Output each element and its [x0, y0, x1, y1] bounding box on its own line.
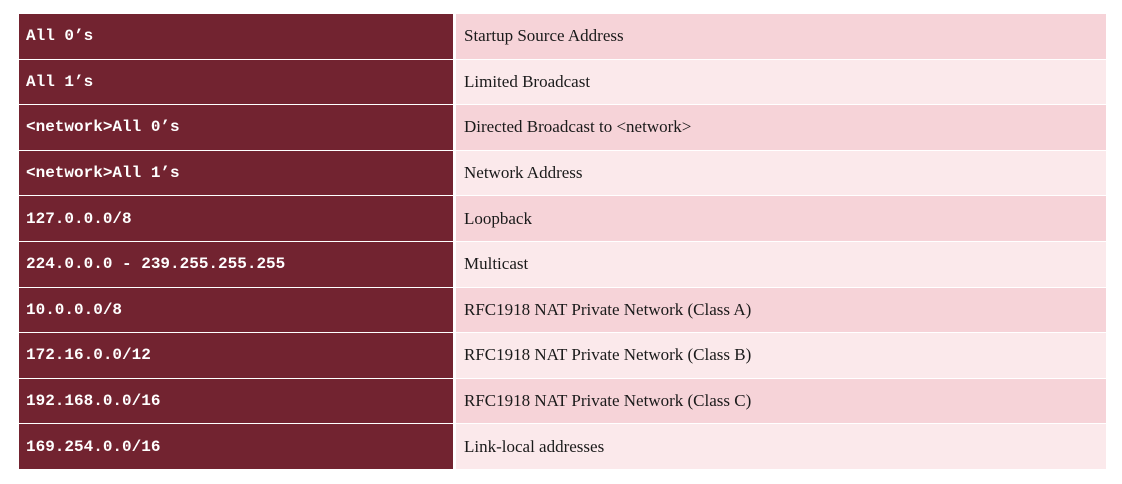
- address-cell: 192.168.0.0/16: [19, 378, 456, 424]
- table-row: 224.0.0.0 - 239.255.255.255 Multicast: [19, 241, 1106, 288]
- meaning-cell: RFC1918 NAT Private Network (Class C): [456, 378, 1106, 424]
- address-cell: 10.0.0.0/8: [19, 287, 456, 333]
- table-row: <network>All 1’s Network Address: [19, 150, 1106, 197]
- table-row: All 1’s Limited Broadcast: [19, 59, 1106, 106]
- address-cell: All 1’s: [19, 59, 456, 105]
- table-row: 127.0.0.0/8 Loopback: [19, 196, 1106, 242]
- meaning-cell: Limited Broadcast: [456, 59, 1106, 105]
- address-cell: 224.0.0.0 - 239.255.255.255: [19, 241, 456, 287]
- meaning-cell: Startup Source Address: [456, 14, 1106, 59]
- special-addresses-table: All 0’s Startup Source Address All 1’s L…: [19, 14, 1106, 470]
- address-cell: 127.0.0.0/8: [19, 196, 456, 241]
- table-row: 192.168.0.0/16 RFC1918 NAT Private Netwo…: [19, 378, 1106, 425]
- table-row: <network>All 0’s Directed Broadcast to <…: [19, 105, 1106, 151]
- meaning-cell: Directed Broadcast to <network>: [456, 105, 1106, 150]
- address-cell: 169.254.0.0/16: [19, 424, 456, 469]
- address-cell: <network>All 0’s: [19, 105, 456, 150]
- table-row: 10.0.0.0/8 RFC1918 NAT Private Network (…: [19, 287, 1106, 334]
- meaning-cell: RFC1918 NAT Private Network (Class A): [456, 287, 1106, 333]
- address-cell: <network>All 1’s: [19, 150, 456, 196]
- address-cell: 172.16.0.0/12: [19, 333, 456, 378]
- meaning-cell: Loopback: [456, 196, 1106, 241]
- meaning-cell: RFC1918 NAT Private Network (Class B): [456, 333, 1106, 378]
- meaning-cell: Link-local addresses: [456, 424, 1106, 469]
- meaning-cell: Multicast: [456, 241, 1106, 287]
- table-row: 169.254.0.0/16 Link-local addresses: [19, 424, 1106, 470]
- meaning-cell: Network Address: [456, 150, 1106, 196]
- address-cell: All 0’s: [19, 14, 456, 59]
- table-row: 172.16.0.0/12 RFC1918 NAT Private Networ…: [19, 333, 1106, 379]
- table-row: All 0’s Startup Source Address: [19, 14, 1106, 60]
